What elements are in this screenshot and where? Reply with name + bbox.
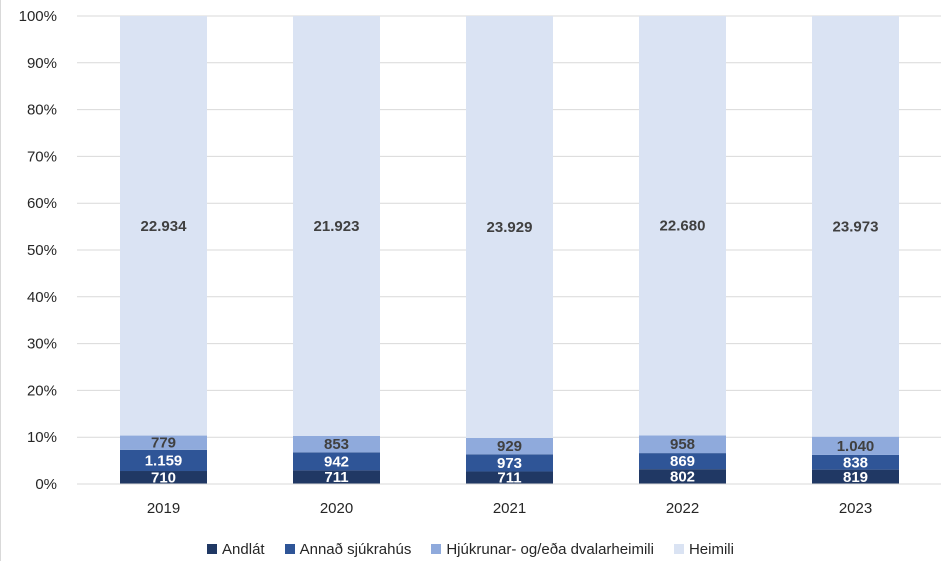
y-tick-label: 60% — [27, 195, 57, 212]
legend-swatch — [673, 544, 684, 554]
x-tick-label: 2020 — [320, 500, 353, 517]
x-tick-label: 2021 — [493, 500, 526, 517]
bar-segment — [120, 471, 207, 484]
bar-segment — [293, 16, 380, 436]
bar-segment — [812, 436, 899, 455]
y-tick-label: 30% — [27, 336, 57, 353]
y-tick-label: 20% — [27, 382, 57, 399]
legend-swatch — [431, 544, 442, 554]
x-tick-label: 2023 — [839, 500, 872, 517]
legend: Andlát Annað sjúkrahús Hjúkrunar- og/eða d… — [0, 538, 941, 560]
data-label: 853 — [324, 436, 349, 453]
bar-segment — [639, 16, 726, 436]
legend-label: Annað sjúkrahús — [299, 540, 412, 558]
x-tick-label: 2022 — [666, 500, 699, 517]
legend-label: Hjúkrunar- og/eða dvalarheimili — [446, 540, 654, 558]
y-tick-label: 80% — [27, 102, 57, 119]
data-label: 929 — [497, 438, 522, 455]
y-tick-label: 100% — [19, 8, 57, 25]
data-label: 779 — [151, 435, 176, 452]
data-label: 802 — [670, 469, 695, 486]
bar-segment — [466, 16, 553, 438]
y-tick-label: 0% — [35, 476, 57, 493]
legend-item: Heimili — [673, 540, 734, 558]
legend-label: Andlát — [222, 540, 265, 558]
bar-segment — [812, 454, 899, 470]
data-label: 973 — [497, 455, 522, 472]
data-label: 838 — [843, 454, 868, 471]
legend-item: Hjúkrunar- og/eða dvalarheimili — [431, 541, 654, 558]
bar-segment — [639, 469, 726, 484]
y-tick-label: 90% — [27, 55, 57, 72]
data-label: 710 — [151, 470, 176, 487]
bar-segment — [293, 470, 380, 484]
bar-segment — [120, 435, 207, 450]
bar-segment — [293, 452, 380, 471]
data-label: 869 — [670, 453, 695, 470]
x-tick-label: 2019 — [147, 500, 180, 517]
y-tick-label: 70% — [27, 148, 57, 165]
data-label: 942 — [324, 453, 349, 470]
data-label: 22.680 — [660, 218, 706, 235]
y-axis: 0% 10% 20% 30% 40% 50% 60% 70% 80% 90% 100% — [19, 8, 57, 493]
bar-segment — [120, 449, 207, 472]
data-label: 21.923 — [314, 218, 360, 235]
bar-segment — [466, 471, 553, 484]
bar-segment — [812, 469, 899, 484]
data-label: 819 — [843, 469, 868, 486]
data-label: 958 — [670, 436, 695, 453]
bar-segment — [812, 16, 899, 437]
legend-item: Andlát — [207, 541, 265, 558]
data-label: 22.934 — [141, 218, 188, 235]
stacked-bar-chart: 0% 10% 20% 30% 40% 50% 60% 70% 80% 90% 100% 7101.1… — [19, 8, 941, 517]
bar-segment — [466, 454, 553, 472]
y-tick-label: 10% — [27, 429, 57, 446]
bar-segment — [293, 435, 380, 453]
y-tick-label: 40% — [27, 289, 57, 306]
legend-swatch — [284, 544, 295, 554]
legend-label: Heimili — [688, 540, 734, 558]
bars: 7101.15977922.93471194285321.92371197392… — [120, 16, 899, 487]
bar-segment — [639, 435, 726, 454]
x-axis: 2019 2020 2021 2022 2023 — [77, 483, 941, 517]
bar-segment — [466, 437, 553, 455]
y-tick-label: 50% — [27, 242, 57, 259]
data-label: 711 — [497, 470, 521, 487]
data-label: 711 — [324, 469, 348, 486]
legend-swatch — [207, 544, 218, 554]
data-label: 23.973 — [833, 218, 879, 235]
bar-segment — [120, 16, 207, 436]
legend-item: Annað sjúkrahús — [284, 540, 412, 558]
bar-segment — [639, 453, 726, 470]
data-label: 1.159 — [145, 452, 183, 469]
data-label: 23.929 — [487, 219, 533, 236]
data-label: 1.040 — [837, 438, 875, 455]
